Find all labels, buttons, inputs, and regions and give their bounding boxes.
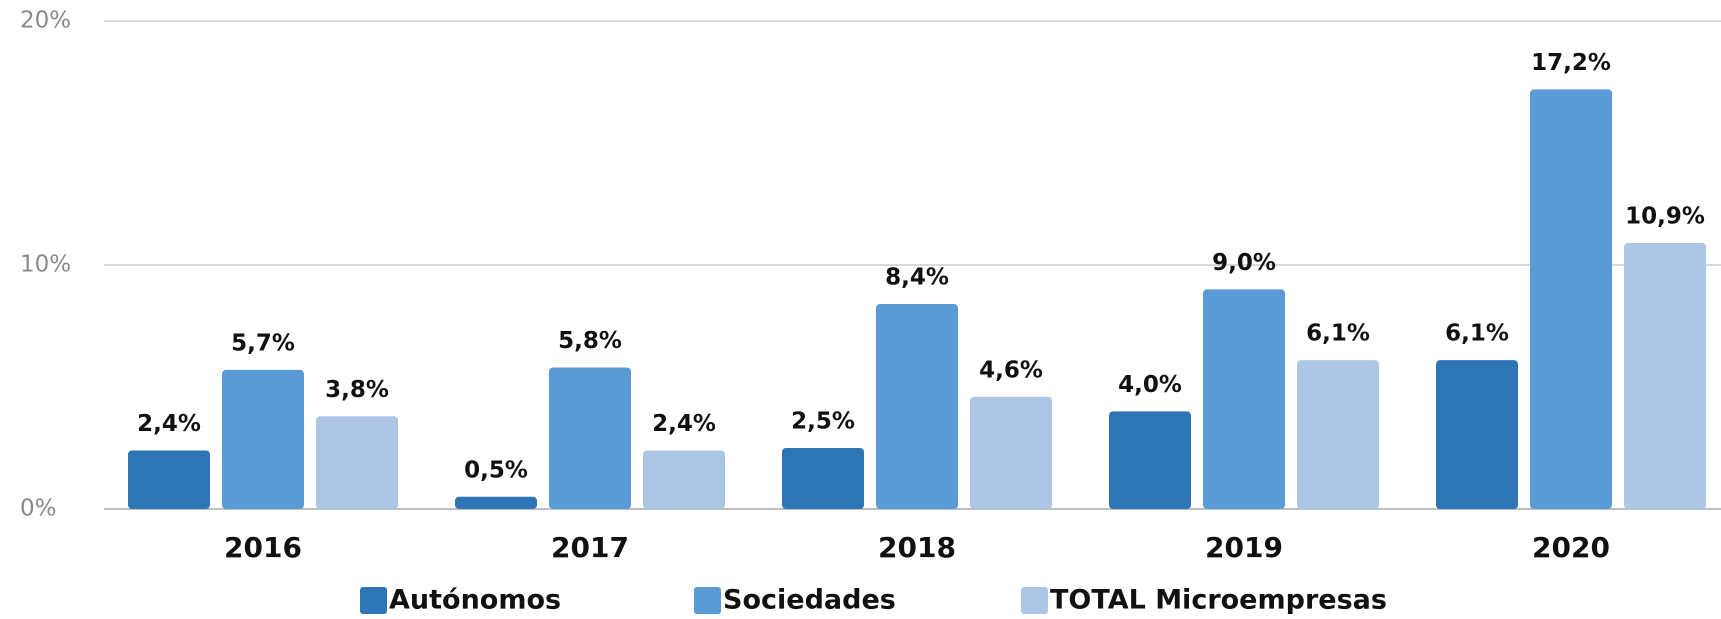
bar bbox=[1436, 360, 1518, 509]
bar bbox=[455, 496, 537, 509]
bar bbox=[782, 448, 864, 509]
value-label: 0,5% bbox=[464, 457, 528, 483]
y-tick-label: 10% bbox=[20, 252, 71, 278]
bar bbox=[316, 416, 398, 509]
y-tick-label: 20% bbox=[20, 8, 71, 34]
bar bbox=[222, 369, 304, 509]
value-label: 3,8% bbox=[325, 377, 389, 403]
value-label: 4,6% bbox=[979, 357, 1043, 383]
y-tick-label: 0% bbox=[20, 496, 57, 522]
value-label: 6,1% bbox=[1306, 321, 1370, 347]
legend-swatch bbox=[694, 587, 721, 614]
legend-swatch bbox=[1021, 587, 1048, 614]
value-label: 2,4% bbox=[652, 411, 716, 437]
x-tick-label: 2019 bbox=[1205, 531, 1283, 564]
value-label: 8,4% bbox=[885, 265, 949, 291]
legend-label: Sociedades bbox=[723, 585, 896, 616]
legend-label: Autónomos bbox=[389, 585, 561, 616]
x-tick-label: 2020 bbox=[1532, 531, 1610, 564]
bar bbox=[1203, 289, 1285, 509]
value-label: 5,7% bbox=[231, 330, 295, 356]
legend-label: TOTAL Microempresas bbox=[1050, 585, 1387, 616]
x-tick-label: 2017 bbox=[551, 531, 629, 564]
value-label: 5,8% bbox=[558, 328, 622, 354]
bar bbox=[970, 396, 1052, 509]
bar bbox=[1297, 360, 1379, 509]
value-label: 2,5% bbox=[791, 409, 855, 435]
value-label: 4,0% bbox=[1118, 372, 1182, 398]
value-label: 2,4% bbox=[137, 411, 201, 437]
bar bbox=[549, 367, 631, 509]
x-tick-label: 2016 bbox=[224, 531, 302, 564]
legend-swatch bbox=[360, 587, 387, 614]
bar bbox=[128, 450, 210, 509]
x-tick-label: 2018 bbox=[878, 531, 956, 564]
value-label: 6,1% bbox=[1445, 321, 1509, 347]
value-label: 10,9% bbox=[1625, 204, 1705, 230]
value-label: 17,2% bbox=[1531, 50, 1611, 76]
bar bbox=[876, 304, 958, 509]
value-label: 9,0% bbox=[1212, 250, 1276, 276]
bar bbox=[643, 450, 725, 509]
bar bbox=[1624, 243, 1706, 510]
bar bbox=[1109, 411, 1191, 509]
bar bbox=[1530, 89, 1612, 509]
